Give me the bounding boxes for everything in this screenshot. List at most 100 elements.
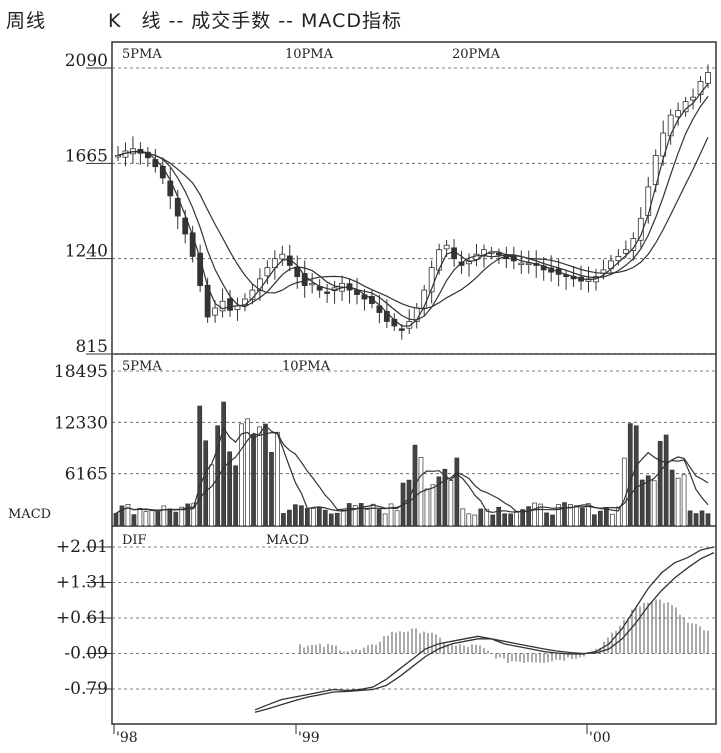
volume-bar bbox=[143, 511, 149, 527]
candlestick-series bbox=[115, 64, 711, 340]
volume-bar bbox=[299, 505, 304, 527]
candle-body bbox=[227, 298, 233, 311]
candle-body bbox=[309, 282, 316, 286]
volume-bar bbox=[675, 477, 681, 527]
volume-bar bbox=[191, 502, 197, 527]
volume-bar bbox=[197, 405, 203, 527]
volume-bar bbox=[185, 503, 191, 527]
volume-bar bbox=[436, 476, 442, 527]
volume-bar bbox=[592, 514, 597, 527]
volume-bar bbox=[358, 503, 364, 527]
volume-bar bbox=[448, 480, 454, 527]
volume-bar bbox=[352, 505, 358, 527]
candle-body bbox=[219, 300, 226, 312]
volume-bar bbox=[484, 508, 490, 527]
macd-tick-label: +1.31 bbox=[56, 573, 108, 593]
volume-bar bbox=[239, 423, 244, 527]
volume-bar bbox=[316, 507, 322, 527]
volume-bar bbox=[615, 506, 621, 527]
volume-bar bbox=[574, 505, 579, 527]
volume-bar bbox=[245, 418, 250, 527]
volume-bar bbox=[508, 513, 514, 527]
candle-body bbox=[212, 307, 218, 316]
candle-body bbox=[697, 81, 704, 95]
volume-bar bbox=[322, 509, 328, 527]
volume-bar bbox=[621, 457, 627, 527]
volume-bar bbox=[478, 508, 484, 527]
volume-tick-label: 12330 bbox=[54, 413, 108, 433]
ma10-line bbox=[117, 96, 709, 321]
price-legend-20pma: 20PMA bbox=[452, 47, 501, 62]
candle-body bbox=[376, 305, 383, 313]
volume-bar bbox=[161, 505, 167, 527]
volume-bar bbox=[310, 508, 316, 527]
volume-bar bbox=[514, 510, 519, 527]
volume-bar bbox=[149, 510, 155, 527]
title-period: 周线 bbox=[6, 10, 47, 32]
macd-line bbox=[254, 552, 715, 713]
volume-bar bbox=[663, 434, 669, 527]
volume-bar bbox=[496, 506, 502, 527]
volume-bar bbox=[263, 423, 268, 527]
price-tick-label: 815 bbox=[76, 337, 108, 357]
candle-body bbox=[518, 262, 525, 266]
volume-legend-10pma: 10PMA bbox=[282, 359, 331, 374]
candle-body bbox=[645, 186, 652, 216]
volume-bar bbox=[681, 474, 687, 527]
macd-axis-label: MACD bbox=[8, 507, 51, 522]
volume-bar bbox=[394, 510, 400, 527]
volume-bar bbox=[281, 513, 286, 527]
volume-bar bbox=[388, 503, 394, 527]
volume-bar bbox=[442, 468, 448, 527]
candle-body bbox=[182, 217, 189, 235]
volume-bar bbox=[568, 504, 573, 527]
volume-bar bbox=[346, 503, 352, 527]
volume-bar bbox=[562, 502, 567, 527]
volume-bar bbox=[472, 514, 478, 527]
candle-body bbox=[383, 311, 390, 322]
volume-bar bbox=[705, 513, 711, 527]
candle-body bbox=[436, 249, 443, 271]
volume-bar bbox=[221, 401, 226, 527]
ma5-line bbox=[117, 83, 709, 327]
macd-tick-label: +0.61 bbox=[56, 608, 108, 628]
candle-body bbox=[660, 132, 667, 157]
volume-bar bbox=[257, 426, 262, 527]
volume-bar bbox=[293, 504, 298, 527]
price-tick-label: 1665 bbox=[65, 146, 108, 166]
candle-body bbox=[406, 321, 413, 329]
candle-body bbox=[398, 328, 405, 331]
volume-bar bbox=[466, 513, 472, 527]
ma20-line bbox=[117, 137, 709, 310]
volume-tick-label: 18495 bbox=[54, 362, 108, 382]
volume-bar bbox=[669, 469, 675, 527]
volume-bar bbox=[334, 512, 340, 527]
volume-tick-label: 6165 bbox=[65, 465, 108, 485]
volume-bar bbox=[586, 503, 591, 527]
volume-bar bbox=[657, 440, 663, 527]
volume-bar bbox=[125, 504, 131, 527]
candle-body bbox=[682, 101, 689, 113]
volume-bar bbox=[687, 510, 693, 527]
macd-histogram bbox=[299, 599, 709, 664]
candle-body bbox=[667, 114, 674, 137]
volume-bar bbox=[556, 504, 561, 527]
volume-bar bbox=[651, 480, 657, 527]
volume-bar bbox=[179, 506, 185, 527]
volume-bar bbox=[251, 434, 256, 527]
candle-body bbox=[675, 110, 682, 118]
macd-tick-label: +2.01 bbox=[56, 537, 108, 557]
volume-bar bbox=[645, 475, 651, 527]
candle-body bbox=[256, 278, 263, 292]
volume-bar bbox=[287, 509, 292, 527]
candle-body bbox=[174, 198, 181, 217]
price-legend-10pma: 10PMA bbox=[285, 47, 334, 62]
volume-bar bbox=[490, 514, 496, 527]
volume-bar bbox=[119, 505, 125, 527]
candle-body bbox=[466, 260, 472, 265]
volume-bar bbox=[376, 509, 382, 527]
candle-body bbox=[354, 289, 360, 295]
macd-legend-dif: DIF bbox=[122, 533, 147, 548]
volume-bars bbox=[113, 401, 711, 527]
